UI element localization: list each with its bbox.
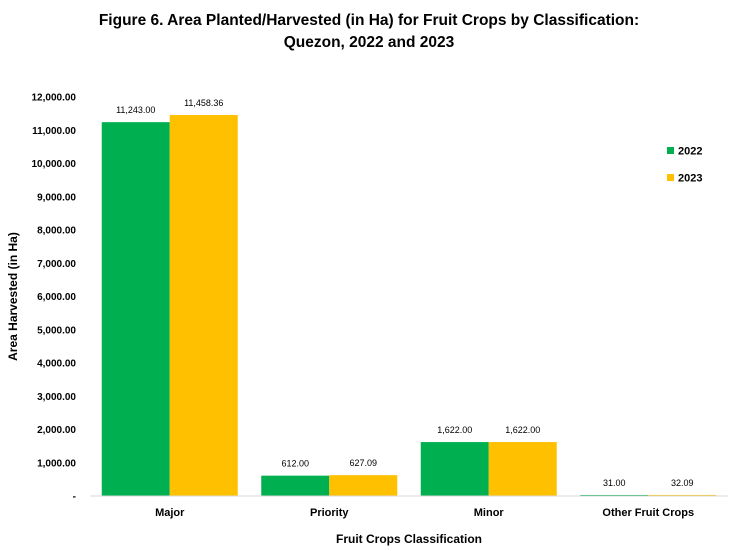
bar-2023-3 (648, 494, 717, 496)
legend-label-2022: 2022 (678, 146, 702, 158)
x-axis-title: Fruit Crops Classification (336, 532, 482, 546)
bar-2023-2 (488, 442, 557, 496)
x-category-label: Major (155, 507, 185, 519)
y-tick-label: 6,000.00 (37, 292, 76, 303)
y-tick-label: 5,000.00 (37, 325, 76, 336)
y-tick-label: 2,000.00 (37, 425, 76, 436)
data-label: 612.00 (281, 459, 309, 469)
bar-2023-1 (329, 475, 398, 496)
y-axis-title: Area Harvested (in Ha) (6, 232, 20, 361)
y-axis-ticks: - 1,000.00 2,000.00 3,000.00 4,000.00 5,000.0… (32, 93, 77, 503)
y-tick-label: 4,000.00 (37, 359, 76, 370)
data-label: 31.00 (603, 478, 626, 488)
data-label: 11,458.36 (184, 98, 223, 108)
y-tick-label: 7,000.00 (37, 259, 76, 270)
data-label: 1,622.00 (505, 425, 540, 435)
bar-2022-1 (261, 475, 330, 496)
x-category-label: Minor (474, 507, 505, 519)
x-axis-categories: Major Priority Minor Other Fruit Crops (155, 507, 694, 519)
bar-2023-0 (169, 115, 238, 497)
data-label: 11,243.00 (116, 105, 155, 115)
data-label: 1,622.00 (437, 425, 472, 435)
bar-2022-3 (580, 494, 649, 496)
y-tick-label: 3,000.00 (37, 392, 76, 403)
chart-title: Figure 6. Area Planted/Harvested (in Ha)… (0, 10, 738, 54)
legend-swatch-2022 (667, 147, 674, 154)
y-tick-label: 11,000.00 (32, 126, 76, 137)
x-category-label: Other Fruit Crops (602, 507, 694, 519)
chart-title-line-2: Quezon, 2022 and 2023 (283, 34, 455, 51)
y-tick-label: - (73, 492, 76, 503)
y-tick-label: 12,000.00 (32, 93, 77, 104)
y-tick-label: 10,000.00 (32, 159, 77, 170)
x-category-label: Priority (310, 507, 349, 519)
data-label: 627.09 (349, 458, 377, 468)
bar-2022-2 (420, 442, 489, 496)
data-label: 32.09 (671, 478, 694, 488)
legend-swatch-2023 (667, 174, 674, 181)
bars: 11,243.00 11,458.36 612.00 627.09 1,622.00 1,… (101, 98, 717, 497)
y-tick-label: 9,000.00 (37, 192, 76, 203)
chart-title-line-1: Figure 6. Area Planted/Harvested (in Ha)… (98, 12, 640, 29)
y-tick-label: 1,000.00 (37, 458, 76, 469)
legend-label-2023: 2023 (678, 173, 702, 185)
y-tick-label: 8,000.00 (37, 226, 76, 237)
bar-2022-0 (101, 122, 170, 496)
legend: 2022 2023 (667, 146, 702, 185)
